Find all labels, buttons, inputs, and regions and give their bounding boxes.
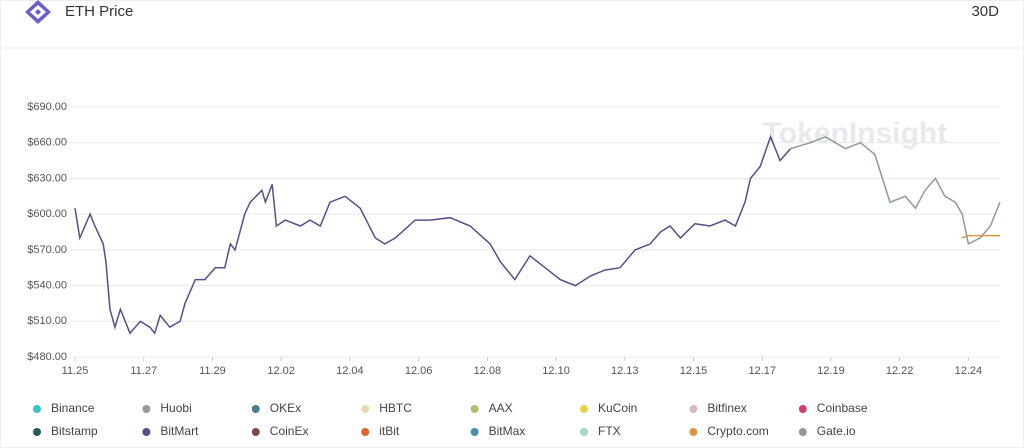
legend-item[interactable]: CoinEx — [251, 424, 309, 438]
x-tick-label: 12.13 — [611, 365, 639, 377]
legend-label: Huobi — [160, 401, 191, 415]
legend-swatch — [798, 405, 807, 413]
legend-label: Binance — [51, 401, 95, 415]
x-tick-label: 11.25 — [62, 365, 89, 377]
x-tick-label: 12.19 — [817, 365, 845, 377]
legend-swatch — [470, 405, 479, 413]
legend-swatch — [33, 428, 41, 436]
legend-item[interactable]: Binance — [33, 401, 95, 415]
x-tick-label: 11.29 — [199, 365, 226, 377]
widget-title: ETH Price — [65, 3, 133, 20]
legend-item[interactable]: Gate.io — [798, 424, 856, 438]
legend-item[interactable]: FTX — [580, 424, 621, 438]
legend-swatch — [798, 428, 807, 436]
x-tick-label: 12.22 — [886, 365, 914, 377]
legend-item[interactable]: Coinbase — [798, 401, 868, 415]
legend-label: FTX — [598, 424, 621, 438]
legend-swatch — [470, 428, 479, 436]
price-line — [961, 234, 1000, 239]
y-tick-label: $660.00 — [27, 137, 67, 149]
legend-label: Coinbase — [817, 401, 868, 415]
legend-swatch — [142, 428, 151, 436]
x-tick-label: 12.24 — [955, 365, 983, 377]
legend-label: HBTC — [379, 401, 412, 415]
x-tick-label: 12.10 — [542, 365, 570, 377]
legend-label: BitMart — [160, 424, 199, 438]
y-tick-label: $510.00 — [27, 315, 67, 327]
legend-item[interactable]: HBTC — [361, 401, 412, 415]
legend-item[interactable]: AAX — [470, 401, 513, 415]
legend-swatch — [33, 405, 41, 413]
x-tick-label: 12.04 — [336, 365, 364, 377]
x-tick-label: 12.02 — [267, 365, 295, 377]
y-tick-label: $540.00 — [27, 279, 67, 291]
legend-label: Gate.io — [817, 424, 856, 438]
legend-label: KuCoin — [598, 401, 637, 415]
legend-swatch — [580, 405, 588, 413]
y-tick-label: $630.00 — [27, 172, 67, 184]
y-tick-label: $600.00 — [27, 208, 67, 220]
x-tick-label: 12.06 — [405, 365, 433, 377]
legend-label: OKEx — [270, 401, 301, 415]
legend-swatch — [689, 428, 698, 436]
x-tick-label: 12.15 — [680, 365, 708, 377]
legend-item[interactable]: Huobi — [142, 401, 192, 415]
legend-item[interactable]: BitMart — [142, 424, 199, 438]
y-tick-label: $480.00 — [27, 351, 67, 363]
legend-label: Crypto.com — [707, 424, 768, 438]
legend-label: Bitstamp — [51, 424, 98, 438]
legend-item[interactable]: OKEx — [251, 401, 301, 415]
y-tick-label: $570.00 — [27, 244, 67, 256]
legend-swatch — [361, 428, 370, 436]
legend-swatch — [689, 405, 698, 413]
range-button[interactable]: 30D — [971, 3, 999, 20]
x-tick-label: 12.17 — [748, 365, 776, 377]
legend-item[interactable]: BitMax — [470, 424, 526, 438]
legend-label: AAX — [489, 401, 513, 415]
legend-label: Bitfinex — [707, 401, 746, 415]
y-tick-label: $690.00 — [27, 101, 67, 113]
legend-item[interactable]: Bitfinex — [689, 401, 747, 415]
x-tick-label: 11.27 — [130, 365, 157, 377]
x-tick-label: 12.08 — [474, 365, 502, 377]
legend-swatch — [580, 428, 588, 436]
price-line — [74, 134, 791, 335]
price-line — [790, 135, 1001, 246]
legend-item[interactable]: KuCoin — [580, 401, 637, 415]
legend-item[interactable]: itBit — [361, 424, 400, 438]
logo — [25, 0, 51, 24]
legend-swatch — [142, 405, 151, 413]
legend-item[interactable]: Bitstamp — [33, 424, 98, 438]
legend-label: itBit — [379, 424, 400, 438]
legend-item[interactable]: Crypto.com — [689, 424, 769, 438]
legend-swatch — [361, 405, 370, 413]
legend-label: CoinEx — [270, 424, 309, 438]
legend-swatch — [251, 428, 260, 436]
legend-label: BitMax — [489, 424, 526, 438]
legend-swatch — [251, 405, 260, 413]
